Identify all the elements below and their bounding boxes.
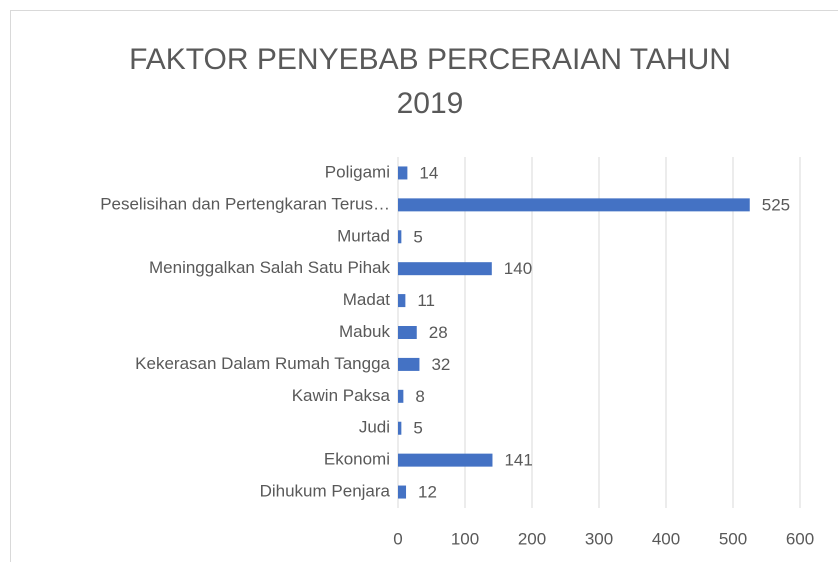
bar: [398, 421, 402, 435]
y-tick-label: Kawin Paksa: [292, 386, 391, 405]
bar: [398, 294, 406, 308]
y-tick-label: Poligami: [325, 162, 390, 181]
bar: [398, 453, 493, 467]
x-tick-label: 0: [393, 529, 402, 548]
y-tick-label: Madat: [343, 290, 391, 309]
data-label: 32: [431, 355, 450, 374]
chart-title: FAKTOR PENYEBAB PERCERAIAN TAHUN 2019: [129, 43, 731, 120]
data-label: 141: [504, 451, 532, 470]
y-tick-label: Ekonomi: [324, 450, 390, 469]
data-label: 5: [413, 419, 422, 438]
bar: [398, 389, 404, 403]
bar: [398, 166, 408, 180]
x-tick-label: 600: [786, 529, 814, 548]
data-label: 8: [415, 387, 424, 406]
data-label: 525: [762, 195, 790, 214]
data-label: 28: [429, 323, 448, 342]
y-tick-label: Dihukum Penjara: [260, 482, 391, 501]
x-tick-label: 500: [719, 529, 747, 548]
data-label: 140: [504, 259, 532, 278]
y-tick-label: Peselisihan dan Pertengkaran Terus…: [100, 194, 390, 213]
x-tick-label: 400: [652, 529, 680, 548]
bar: [398, 262, 492, 276]
data-label: 14: [419, 163, 438, 182]
bar: [398, 485, 407, 499]
bar: [398, 230, 402, 244]
data-label: 11: [417, 291, 435, 310]
y-tick-label: Murtad: [337, 226, 390, 245]
x-tick-label: 100: [451, 529, 479, 548]
data-label: 12: [418, 483, 437, 502]
x-tick-label: 300: [585, 529, 613, 548]
chart-border: [10, 10, 838, 562]
bar: [398, 198, 750, 212]
bar: [398, 357, 420, 371]
x-tick-label: 200: [518, 529, 546, 548]
y-tick-label: Meninggalkan Salah Satu Pihak: [149, 258, 390, 277]
y-tick-label: Kekerasan Dalam Rumah Tangga: [135, 354, 390, 373]
bar: [398, 326, 417, 339]
data-label: 5: [413, 227, 422, 246]
y-tick-label: Mabuk: [339, 322, 391, 341]
y-tick-label: Judi: [359, 418, 390, 437]
